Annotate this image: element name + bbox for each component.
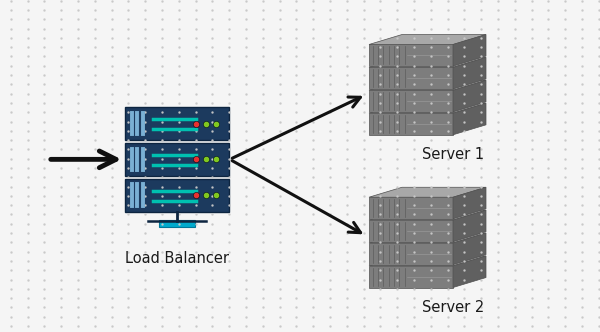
Polygon shape (369, 220, 453, 242)
Polygon shape (453, 35, 486, 66)
Polygon shape (369, 80, 486, 90)
Polygon shape (369, 57, 486, 67)
Polygon shape (453, 256, 486, 288)
Polygon shape (369, 266, 453, 288)
Text: Load Balancer: Load Balancer (125, 251, 229, 267)
Polygon shape (369, 233, 486, 243)
Text: Server 2: Server 2 (422, 299, 484, 315)
FancyBboxPatch shape (125, 143, 229, 176)
Polygon shape (453, 57, 486, 89)
Polygon shape (369, 187, 486, 197)
FancyBboxPatch shape (125, 179, 229, 212)
Text: Server 1: Server 1 (422, 147, 484, 162)
Polygon shape (453, 80, 486, 112)
Polygon shape (369, 67, 453, 89)
FancyBboxPatch shape (159, 220, 195, 227)
FancyBboxPatch shape (125, 107, 229, 140)
Polygon shape (453, 210, 486, 242)
Polygon shape (453, 103, 486, 135)
Polygon shape (369, 103, 486, 113)
Polygon shape (369, 35, 486, 44)
Polygon shape (453, 233, 486, 265)
Polygon shape (453, 187, 486, 219)
Polygon shape (369, 256, 486, 266)
Polygon shape (369, 113, 453, 135)
Polygon shape (369, 90, 453, 112)
Polygon shape (369, 44, 453, 66)
Polygon shape (369, 243, 453, 265)
Polygon shape (369, 197, 453, 219)
Polygon shape (369, 210, 486, 220)
